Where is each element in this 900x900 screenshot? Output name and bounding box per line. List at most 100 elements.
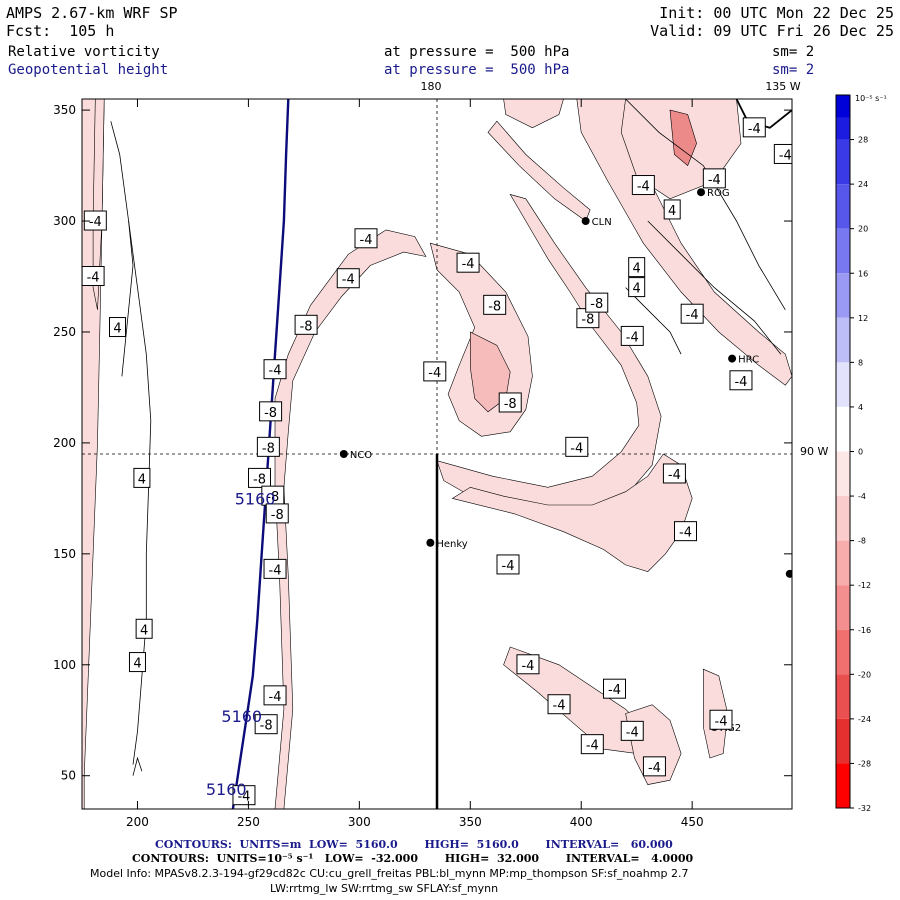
colorbar-tick-label: -20 xyxy=(858,670,871,679)
x-tick-label: 450 xyxy=(681,815,704,829)
contour-label: 4 xyxy=(628,277,646,298)
contour-label-box xyxy=(620,325,644,346)
contour-line-left-pos-contour-2 xyxy=(121,220,134,377)
colorbar-tick-label: -24 xyxy=(858,715,871,724)
contour-label: -8 xyxy=(259,401,283,422)
y-tick-label: 250 xyxy=(53,325,76,339)
contour-label-box xyxy=(729,370,753,391)
contour-label: -8 xyxy=(585,292,609,313)
colorbar-tick-label: -12 xyxy=(858,581,871,590)
height-contour-label: 5160 xyxy=(221,707,262,726)
contour-label-text: 4 xyxy=(140,623,148,638)
colorbar-tick-label: -16 xyxy=(858,626,871,635)
contour-label-box xyxy=(354,228,378,249)
contour-label-text: -4 xyxy=(648,761,661,776)
contour-label-text: -4 xyxy=(570,441,583,456)
contour-label: -4 xyxy=(456,252,480,273)
contour-label-box xyxy=(109,317,126,338)
station-marker xyxy=(339,450,348,458)
colorbar-tick-label: 20 xyxy=(858,225,868,234)
contour-label: -4 xyxy=(642,756,666,777)
contour-label-text: -4 xyxy=(87,271,100,286)
contour-label: -4 xyxy=(232,785,256,806)
colorbar-tick-label: 0 xyxy=(858,448,863,457)
contour-label: -4 xyxy=(547,694,571,715)
contour-label-text: -4 xyxy=(734,375,747,390)
contour-label-box xyxy=(254,714,278,735)
colorbar-segment xyxy=(836,763,850,808)
init-time: Init: 00 UTC Mon 22 Dec 25 xyxy=(659,4,894,22)
colorbar-segment xyxy=(836,540,850,586)
contour-label-text: 4 xyxy=(633,262,641,277)
contour-label: -4 xyxy=(263,359,287,380)
contour-label: -4 xyxy=(83,210,107,231)
contour-label-box xyxy=(662,463,686,484)
contour-label: -8 xyxy=(483,294,507,315)
contour-label: -4 xyxy=(354,228,378,249)
contour-label-box xyxy=(256,436,280,457)
colorbar-segment xyxy=(836,406,850,452)
contour-label-text: -8 xyxy=(264,406,277,421)
lon-label-90w: 90 W xyxy=(800,445,828,458)
contour-label-box xyxy=(135,618,153,639)
contour-label: 4 xyxy=(133,467,151,488)
x-tick-label: 400 xyxy=(570,815,593,829)
x-tick-label: 300 xyxy=(348,815,371,829)
contour-label: -4 xyxy=(620,720,644,741)
vorticity-region-north-cluster-core xyxy=(669,109,697,167)
contour-label-box xyxy=(423,361,447,382)
contour-label: -4 xyxy=(674,521,697,542)
contour-label: -8 xyxy=(254,714,278,735)
contour-label-text: -4 xyxy=(360,233,373,248)
contour-label-box xyxy=(263,558,287,579)
contour-label-text: -4 xyxy=(679,526,692,541)
vorticity-contour-info: CONTOURS: UNITS=10⁻⁵ s⁻¹ LOW= -32.000 HI… xyxy=(132,852,694,865)
colorbar-segment xyxy=(836,496,850,541)
contour-label-text: -4 xyxy=(586,739,599,754)
vorticity-region-far-north-strip xyxy=(503,99,564,129)
y-tick-label: 300 xyxy=(53,214,76,228)
contour-label: -4 xyxy=(263,558,287,579)
pressure1-label: at pressure = 500 hPa xyxy=(384,44,570,60)
valid-time: Valid: 09 UTC Fri 26 Dec 25 xyxy=(650,22,894,40)
contour-label-text: -4 xyxy=(715,714,728,729)
contour-label-box xyxy=(628,257,646,278)
contour-label-text: -4 xyxy=(89,215,102,230)
contour-label-box xyxy=(603,678,626,699)
colorbar-tick-label: 12 xyxy=(858,314,868,323)
contour-label: -4 xyxy=(496,554,520,575)
contour-label-text: -4 xyxy=(637,180,650,195)
contour-label-box xyxy=(773,143,792,164)
sm1-label: sm= 2 xyxy=(772,44,815,60)
contour-label-box xyxy=(628,277,646,298)
y-tick-label: 50 xyxy=(61,769,76,783)
contour-label-text: -8 xyxy=(260,719,273,734)
contour-label-text: -8 xyxy=(504,397,517,412)
contour-label-box xyxy=(133,467,151,488)
contour-label: -4 xyxy=(620,325,644,346)
contour-label: -4 xyxy=(680,303,704,324)
contour-label-box xyxy=(709,709,733,730)
contour-label: -4 xyxy=(603,678,626,699)
colorbar-tick-label: 8 xyxy=(858,358,863,367)
height-contour-info: CONTOURS: UNITS=m LOW= 5160.0 HIGH= 5160… xyxy=(155,838,673,851)
contour-label-box xyxy=(680,303,704,324)
contour-label-text: -4 xyxy=(748,122,761,137)
contour-label-text: -8 xyxy=(300,319,313,334)
station-marker xyxy=(426,538,435,547)
height-contour-label: 5160 xyxy=(206,780,247,799)
contour-label-box xyxy=(496,554,520,575)
contour-label-text: -8 xyxy=(590,297,603,312)
contour-label-text: -4 xyxy=(269,690,282,705)
colorbar-unit-label: 10⁻⁵ s⁻¹ xyxy=(855,94,887,103)
contour-label: 4 xyxy=(628,257,646,278)
contour-label: 4 xyxy=(135,618,153,639)
field2-label: Geopotential height xyxy=(8,62,169,78)
colorbar-tick-label: -32 xyxy=(858,804,871,813)
contour-label-box xyxy=(663,199,681,220)
contour-label-box xyxy=(263,685,287,706)
contour-label-box xyxy=(565,436,589,457)
x-tick-label: 350 xyxy=(459,815,482,829)
colorbar-segment-top xyxy=(836,95,850,118)
